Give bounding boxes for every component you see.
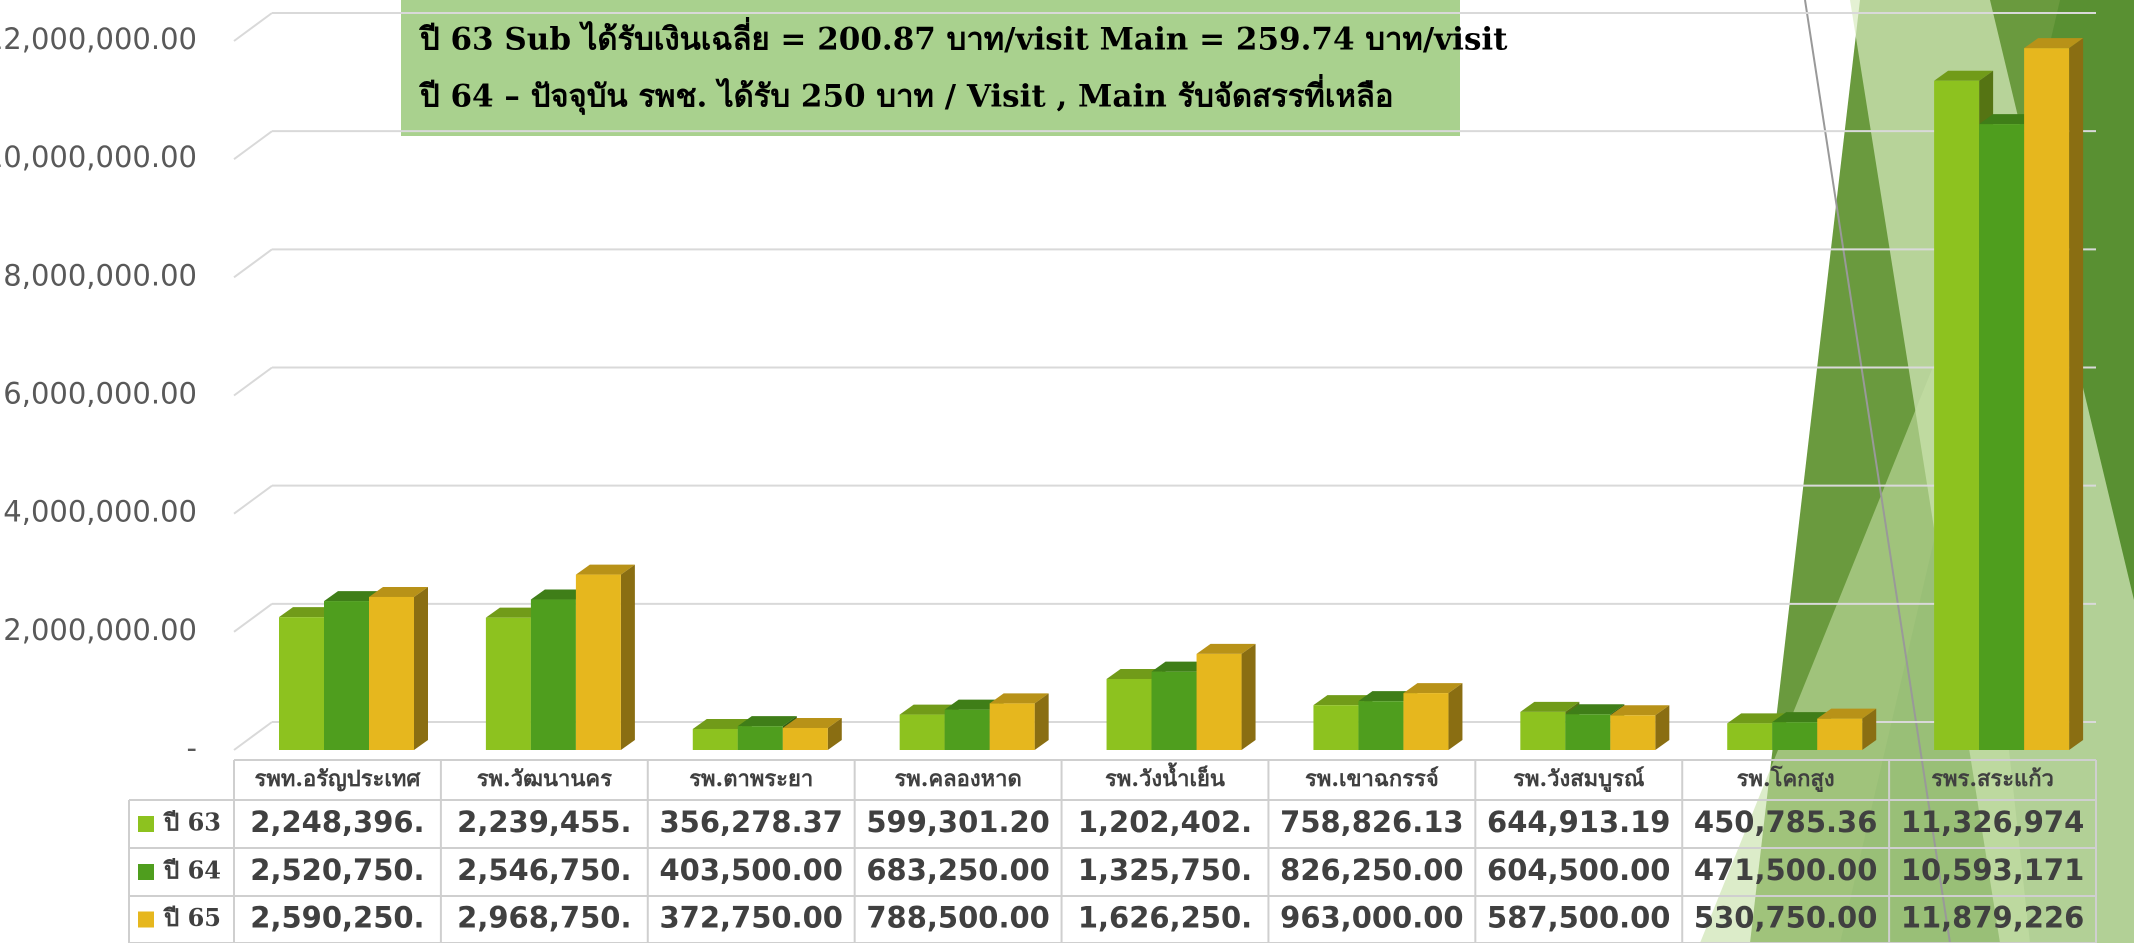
y-tick-label: 2,000,000.00 — [3, 613, 197, 647]
x-tick-label: รพ.วังน้ำเย็น — [1105, 762, 1225, 792]
table-cell: 2,239,455. — [457, 805, 631, 839]
x-tick-label: รพร.สระแก้ว — [1931, 766, 2054, 792]
bar-side — [2069, 38, 2083, 750]
table-cell: 788,500.00 — [866, 901, 1049, 935]
table-cell: 10,593,171 — [1901, 853, 2084, 887]
y-tick-label: 4,000,000.00 — [3, 495, 197, 529]
table-cell: 11,879,226 — [1901, 901, 2084, 935]
legend-swatch — [138, 912, 154, 928]
grid-line-depth — [234, 368, 272, 396]
bar — [1152, 672, 1197, 750]
x-tick-label: รพ.คลองหาด — [894, 766, 1021, 792]
bar-side — [1448, 683, 1462, 750]
bar-side — [1242, 644, 1256, 750]
x-tick-label: รพ.วังสมบูรณ์ — [1513, 766, 1644, 793]
x-tick-label: รพ.ตาพระยา — [689, 766, 813, 792]
grid-line-depth — [234, 13, 272, 41]
bar — [738, 726, 783, 750]
bar — [945, 710, 990, 750]
y-tick-label: 10,000,000.00 — [0, 140, 197, 174]
legend-label: ปี 65 — [163, 903, 221, 932]
table-cell: 599,301.20 — [866, 805, 1049, 839]
table-cell: 372,750.00 — [659, 901, 842, 935]
table-cell: 450,785.36 — [1694, 805, 1877, 839]
legend-swatch — [138, 816, 154, 832]
bar — [1727, 723, 1772, 750]
table-cell: 1,325,750. — [1078, 853, 1252, 887]
legend-label: ปี 63 — [163, 808, 221, 837]
bar — [1358, 701, 1403, 750]
chart: ปี 63 Sub ได้รับเงินเฉลี่ย = 200.87 บาท/… — [0, 0, 2134, 943]
table-cell: 1,202,402. — [1078, 805, 1252, 839]
table-cell: 758,826.13 — [1280, 805, 1463, 839]
bar — [1817, 719, 1862, 750]
annotation-box — [401, 0, 1460, 136]
table-cell: 356,278.37 — [659, 805, 842, 839]
table-cell: 471,500.00 — [1694, 853, 1877, 887]
bar-side — [414, 587, 428, 750]
legend-label: ปี 64 — [163, 856, 221, 885]
table-cell: 11,326,974 — [1901, 805, 2084, 839]
table-cell: 403,500.00 — [659, 853, 842, 887]
y-tick-label: 12,000,000.00 — [0, 22, 197, 56]
table-cell: 2,590,250. — [250, 901, 424, 935]
bar — [486, 618, 531, 750]
legend-swatch — [138, 864, 154, 880]
bar — [693, 729, 738, 750]
bar — [324, 601, 369, 750]
y-tick-label: 6,000,000.00 — [3, 377, 197, 411]
annotation: ปี 64 – ปัจจุบัน รพช. ได้รับ 250 บาท / V… — [419, 74, 1394, 116]
bar — [279, 617, 324, 750]
bar — [1107, 679, 1152, 750]
bar — [1934, 81, 1979, 750]
table-cell: 826,250.00 — [1280, 853, 1463, 887]
grid-line-depth — [234, 131, 272, 159]
table-cell: 683,250.00 — [866, 853, 1049, 887]
bar — [2024, 48, 2069, 750]
bar — [1610, 715, 1655, 750]
y-tick-label: 8,000,000.00 — [3, 258, 197, 292]
bar — [1520, 712, 1565, 750]
y-tick-label: - — [187, 731, 197, 765]
table-cell: 1,626,250. — [1078, 901, 1252, 935]
bar — [1565, 714, 1610, 750]
x-tick-label: รพ.วัฒนานคร — [477, 766, 612, 792]
table-cell: 644,913.19 — [1487, 805, 1670, 839]
table-cell: 2,546,750. — [457, 853, 631, 887]
bar — [783, 728, 828, 750]
annotation: ปี 63 Sub ได้รับเงินเฉลี่ย = 200.87 บาท/… — [419, 17, 1509, 58]
x-tick-label: รพ.โคกสูง — [1737, 765, 1835, 793]
bar — [1197, 654, 1242, 750]
bar — [369, 597, 414, 750]
table-cell: 530,750.00 — [1694, 901, 1877, 935]
x-tick-label: รพท.อรัญประเทศ — [255, 766, 422, 792]
bar — [531, 600, 576, 750]
bar — [900, 715, 945, 750]
table-cell: 2,248,396. — [250, 805, 424, 839]
grid-line-depth — [234, 604, 272, 632]
bar — [1772, 722, 1817, 750]
bar — [576, 575, 621, 750]
table-cell: 963,000.00 — [1280, 901, 1463, 935]
table-cell: 587,500.00 — [1487, 901, 1670, 935]
bar — [1403, 693, 1448, 750]
table-cell: 604,500.00 — [1487, 853, 1670, 887]
bar — [990, 703, 1035, 750]
table-cell: 2,968,750. — [457, 901, 631, 935]
x-tick-label: รพ.เขาฉกรรจ์ — [1305, 766, 1439, 792]
table-cell: 2,520,750. — [250, 853, 424, 887]
bar-side — [621, 565, 635, 750]
grid-line-depth — [234, 722, 272, 750]
grid-line-depth — [234, 486, 272, 514]
bar — [1313, 705, 1358, 750]
grid-line-depth — [234, 249, 272, 277]
bar — [1979, 124, 2024, 750]
